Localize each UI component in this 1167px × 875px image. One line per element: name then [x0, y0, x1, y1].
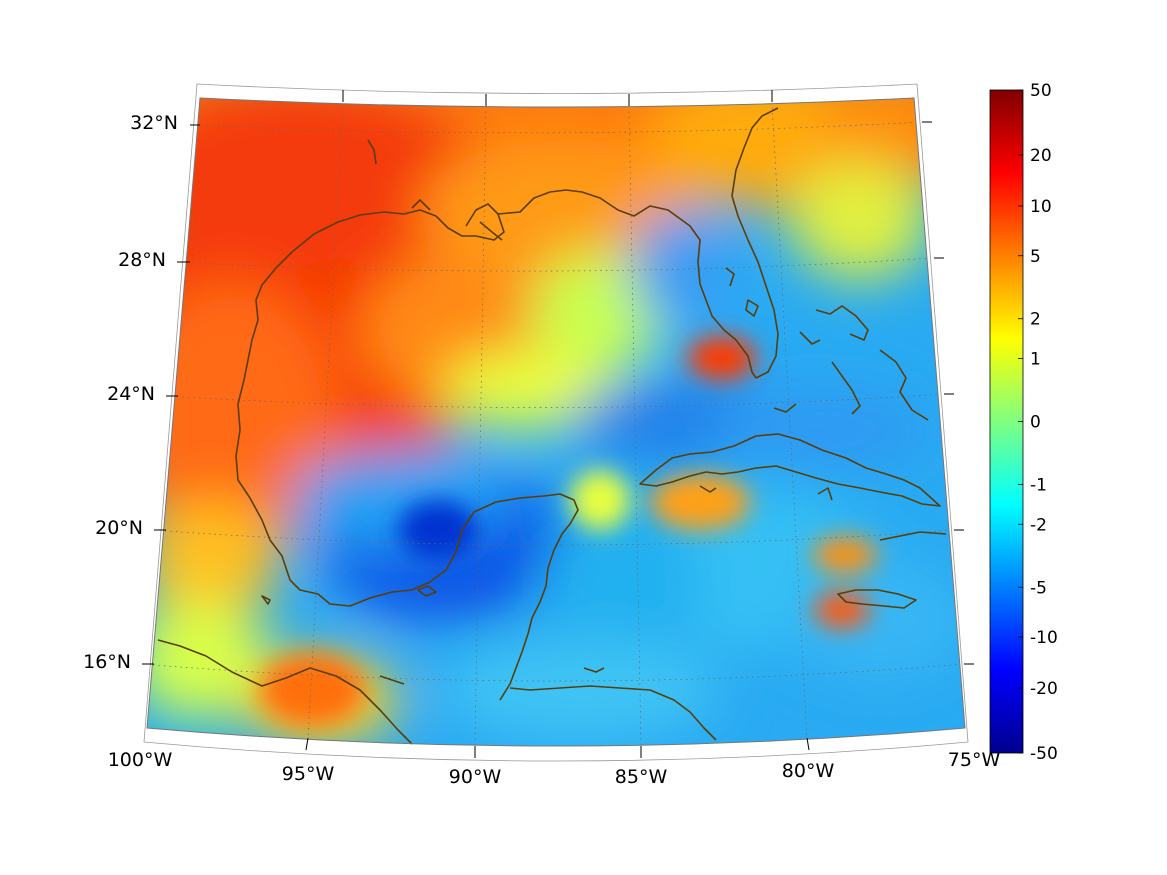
lon-label-100: 100°W: [108, 749, 173, 771]
florida-atlantic-coast: [731, 107, 779, 379]
map-field: [147, 98, 965, 746]
colorbar-label: -50: [1030, 744, 1058, 764]
jamaica-coast: [837, 589, 917, 609]
lat-label-32: 32°N: [130, 112, 178, 134]
colorbar-label: 0: [1030, 413, 1041, 433]
colorbar-label: -20: [1030, 679, 1058, 699]
lon-label-95: 95°W: [282, 763, 335, 785]
colorbar-gradient: [989, 89, 1024, 754]
lat-label-24: 24°N: [107, 383, 155, 405]
mexico-coast: [289, 493, 579, 701]
colorbar-label: -1: [1030, 475, 1047, 495]
lon-labels: 100°W 95°W 90°W 85°W 80°W 75°W: [108, 749, 1001, 788]
colorbar-label: 2: [1030, 310, 1041, 330]
colorbar-label: 50: [1030, 81, 1052, 101]
colorbar-label: 5: [1030, 247, 1041, 267]
map-frame-outer: [143, 83, 969, 762]
lat-labels: 32°N 28°N 24°N 20°N 16°N: [83, 112, 178, 673]
frame-ticks: [142, 90, 974, 758]
cuba-coast: [639, 433, 941, 507]
lon-label-80: 80°W: [782, 760, 835, 782]
map-frame: [146, 97, 966, 747]
lon-label-90: 90°W: [449, 766, 502, 788]
colorbar-label: -2: [1030, 515, 1047, 535]
lon-label-85: 85°W: [615, 766, 668, 788]
colorbar-label: 20: [1030, 146, 1052, 166]
coastlines: [157, 107, 947, 745]
central-america-coast: [157, 639, 413, 745]
lon-label-75: 75°W: [948, 749, 1001, 771]
colorbar-label: -5: [1030, 578, 1047, 598]
colorbar-label: -10: [1030, 628, 1058, 648]
lat-label-16: 16°N: [83, 651, 131, 673]
gulf-coast: [235, 189, 757, 581]
lat-label-28: 28°N: [118, 249, 166, 271]
lat-label-20: 20°N: [95, 517, 143, 539]
colorbar-label: 10: [1030, 197, 1052, 217]
colorbar-label: 1: [1030, 350, 1041, 370]
